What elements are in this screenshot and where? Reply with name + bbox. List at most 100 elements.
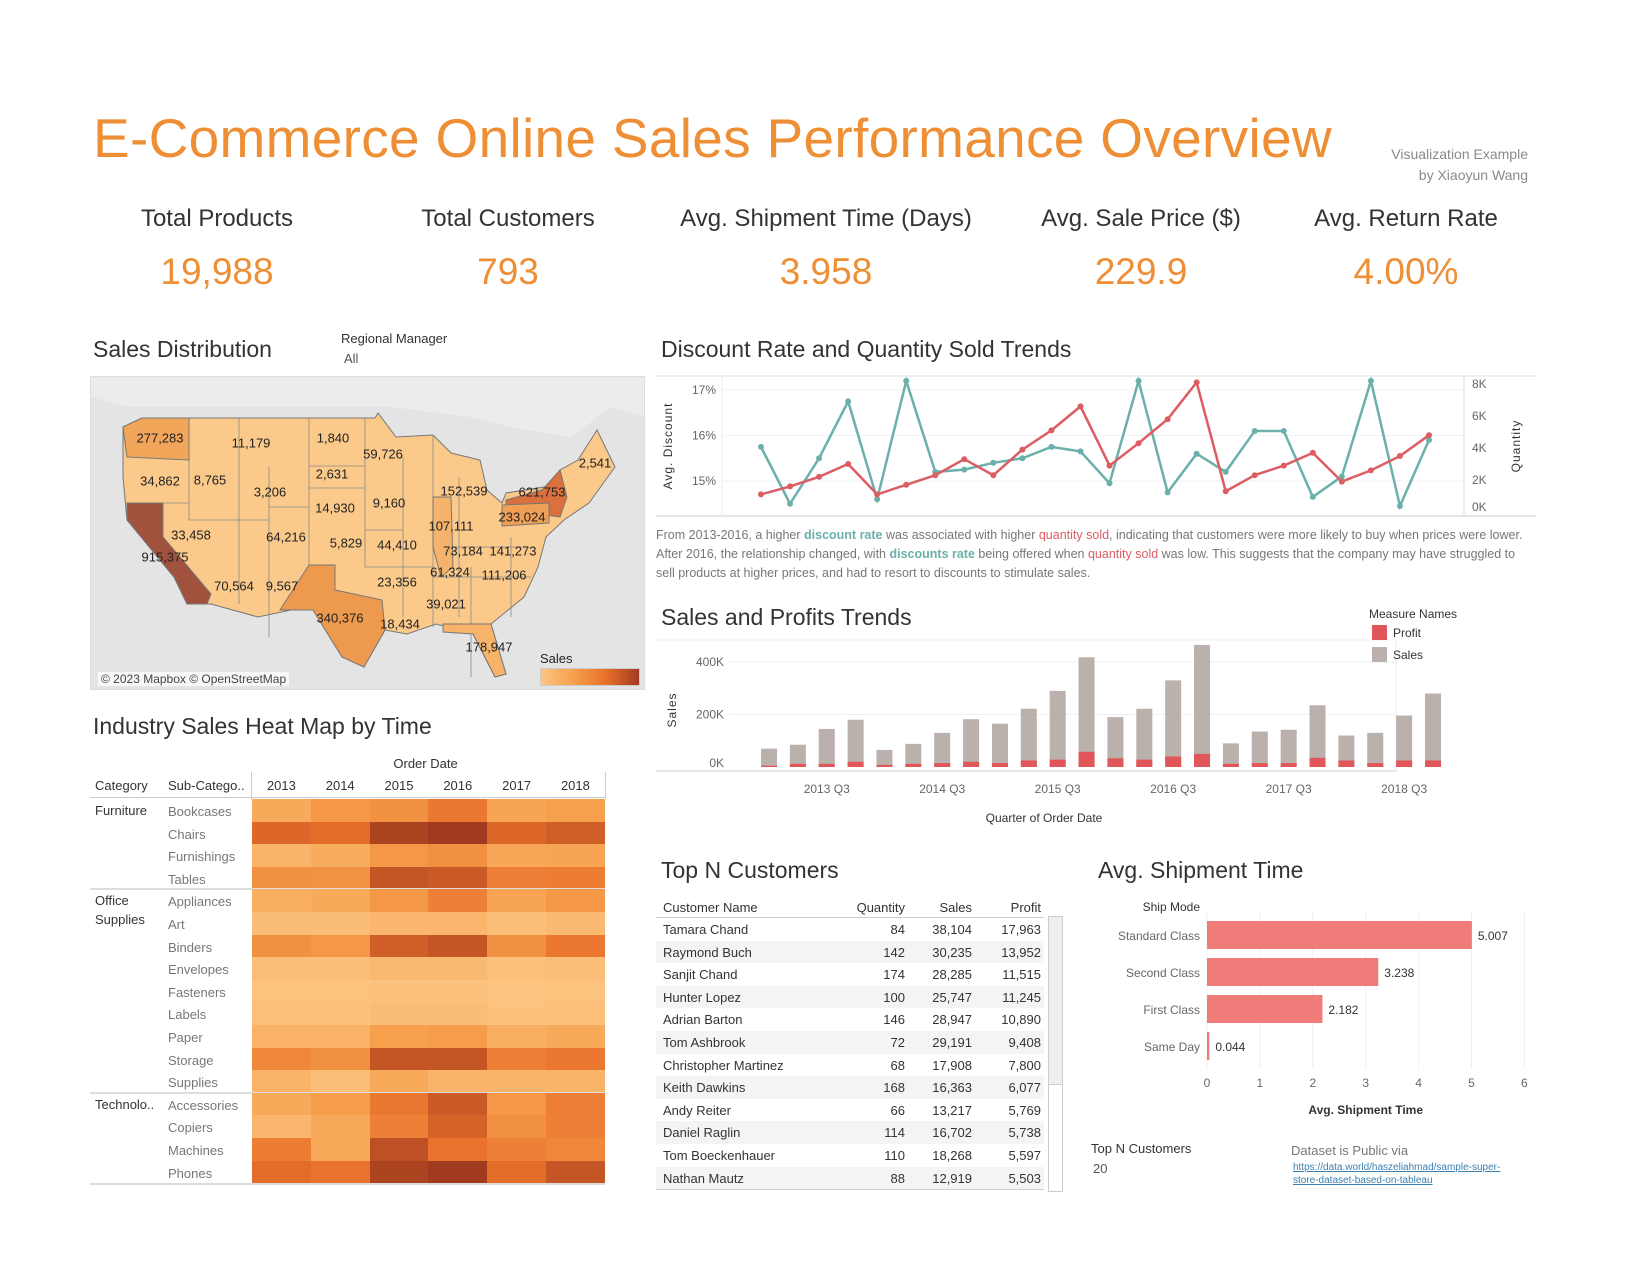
quantity-point[interactable] <box>961 456 968 463</box>
sales-bar[interactable] <box>818 728 835 767</box>
discount-quantity-chart[interactable]: 15% 16% 17% 0K 2K 4K 6K 8K Avg. Discount Quantity <box>656 374 1536 520</box>
sales-bar[interactable] <box>1078 657 1095 767</box>
heatmap-cell[interactable] <box>369 1002 429 1026</box>
heatmap-cell[interactable] <box>310 1115 371 1139</box>
heatmap-cell[interactable] <box>546 821 606 845</box>
heatmap-cell[interactable] <box>369 1092 429 1116</box>
profit-bar[interactable] <box>818 763 835 767</box>
profit-bar[interactable] <box>1078 751 1095 767</box>
profit-bar[interactable] <box>789 763 806 767</box>
heatmap-cell[interactable] <box>487 799 547 823</box>
discount-point[interactable] <box>1309 493 1316 500</box>
quantity-point[interactable] <box>1222 488 1229 495</box>
shipment-bar[interactable] <box>1207 921 1472 949</box>
heatmap-cell[interactable] <box>369 821 429 845</box>
heatmap-cell[interactable] <box>310 934 371 958</box>
dataset-link[interactable]: https://data.world/haszeliahmad/sample-s… <box>1293 1161 1500 1187</box>
quantity-point[interactable] <box>1309 449 1316 456</box>
quantity-point[interactable] <box>1338 478 1345 485</box>
profit-bar[interactable] <box>1020 760 1037 767</box>
profit-bar[interactable] <box>1136 759 1153 767</box>
heatmap-cell[interactable] <box>428 934 488 958</box>
table-row[interactable]: Sanjit Chand 174 28,285 11,515 <box>656 963 1044 986</box>
heatmap-cell[interactable] <box>546 912 606 936</box>
heatmap-cell[interactable] <box>487 957 547 981</box>
heatmap-cell[interactable] <box>310 1160 371 1184</box>
sales-bar[interactable] <box>905 743 922 767</box>
heatmap-cell[interactable] <box>428 866 488 890</box>
regional-manager-filter[interactable]: All <box>344 351 359 366</box>
heatmap-cell[interactable] <box>369 844 429 868</box>
heatmap-cell[interactable] <box>546 844 606 868</box>
year-header[interactable]: 2017 <box>502 778 532 793</box>
quantity-point[interactable] <box>1135 440 1142 447</box>
state-washington[interactable] <box>122 417 190 461</box>
heatmap-cell[interactable] <box>369 957 429 981</box>
sales-bar[interactable] <box>1280 729 1297 767</box>
table-row[interactable]: Nathan Mautz 88 12,919 5,503 <box>656 1166 1044 1190</box>
heatmap-cell[interactable] <box>369 1025 429 1049</box>
discount-point[interactable] <box>1135 377 1142 384</box>
profit-bar[interactable] <box>1425 760 1441 767</box>
discount-point[interactable] <box>758 443 764 450</box>
sales-bar[interactable] <box>1165 680 1182 767</box>
discount-point[interactable] <box>874 496 881 503</box>
heatmap-cell[interactable] <box>310 1025 371 1049</box>
heatmap-cell[interactable] <box>252 1002 312 1026</box>
sales-bar[interactable] <box>1136 708 1153 767</box>
quantity-point[interactable] <box>845 461 852 467</box>
heatmap-cell[interactable] <box>546 1070 606 1094</box>
discount-point[interactable] <box>1338 473 1345 480</box>
heatmap-cell[interactable] <box>310 979 371 1003</box>
heatmap-cell[interactable] <box>546 1115 606 1139</box>
profit-bar[interactable] <box>905 763 922 767</box>
sales-bar[interactable] <box>789 744 806 767</box>
heatmap-cell[interactable] <box>310 957 371 981</box>
profit-bar[interactable] <box>1222 763 1239 767</box>
discount-point[interactable] <box>903 377 910 384</box>
heatmap-cell[interactable] <box>487 1115 547 1139</box>
table-row[interactable]: Hunter Lopez 100 25,747 11,245 <box>656 985 1044 1009</box>
heatmap-cell[interactable] <box>252 1070 312 1094</box>
table-row[interactable]: Daniel Raglin 114 16,702 5,738 <box>656 1121 1044 1144</box>
heatmap-cell[interactable] <box>252 979 312 1003</box>
quantity-point[interactable] <box>1048 427 1055 434</box>
discount-point[interactable] <box>1164 489 1171 496</box>
sales-bar[interactable] <box>991 723 1008 767</box>
sales-bar[interactable] <box>847 719 864 767</box>
legend-label-sales[interactable]: Sales <box>1393 648 1423 662</box>
shipment-bar[interactable] <box>1207 995 1323 1023</box>
quantity-point[interactable] <box>1396 453 1403 459</box>
heatmap-cell[interactable] <box>252 866 312 890</box>
discount-point[interactable] <box>1280 427 1287 434</box>
heatmap-cell[interactable] <box>252 957 312 981</box>
heatmap-cell[interactable] <box>252 799 312 823</box>
heatmap-cell[interactable] <box>369 1115 429 1139</box>
heatmap-cell[interactable] <box>487 844 547 868</box>
table-row[interactable]: Andy Reiter 66 13,217 5,769 <box>656 1099 1044 1122</box>
quantity-point[interactable] <box>990 472 997 479</box>
column-header[interactable]: Profit <box>1010 900 1041 915</box>
sales-bar[interactable] <box>1396 715 1413 767</box>
heatmap-cell[interactable] <box>428 1115 488 1139</box>
heatmap-cell[interactable] <box>428 1160 488 1184</box>
heatmap-cell[interactable] <box>428 1002 488 1026</box>
quantity-point[interactable] <box>1164 416 1171 423</box>
discount-point[interactable] <box>845 398 852 405</box>
heatmap-cell[interactable] <box>487 821 547 845</box>
sales-bar[interactable] <box>1049 690 1066 767</box>
discount-point[interactable] <box>1019 455 1026 462</box>
heatmap-cell[interactable] <box>310 799 371 823</box>
sales-bar[interactable] <box>876 749 893 767</box>
heatmap-cell[interactable] <box>369 1160 429 1184</box>
heatmap-cell[interactable] <box>428 957 488 981</box>
scrollbar-thumb[interactable] <box>1049 917 1062 1086</box>
sales-bar[interactable] <box>934 732 951 767</box>
sales-bar[interactable] <box>1309 705 1326 767</box>
profit-bar[interactable] <box>1049 759 1066 767</box>
heatmap-cell[interactable] <box>369 799 429 823</box>
heatmap-cell[interactable] <box>310 1070 371 1094</box>
heatmap-cell[interactable] <box>310 844 371 868</box>
state-pennsylvania[interactable] <box>501 502 550 527</box>
table-row[interactable]: Raymond Buch 142 30,235 13,952 <box>656 940 1044 964</box>
